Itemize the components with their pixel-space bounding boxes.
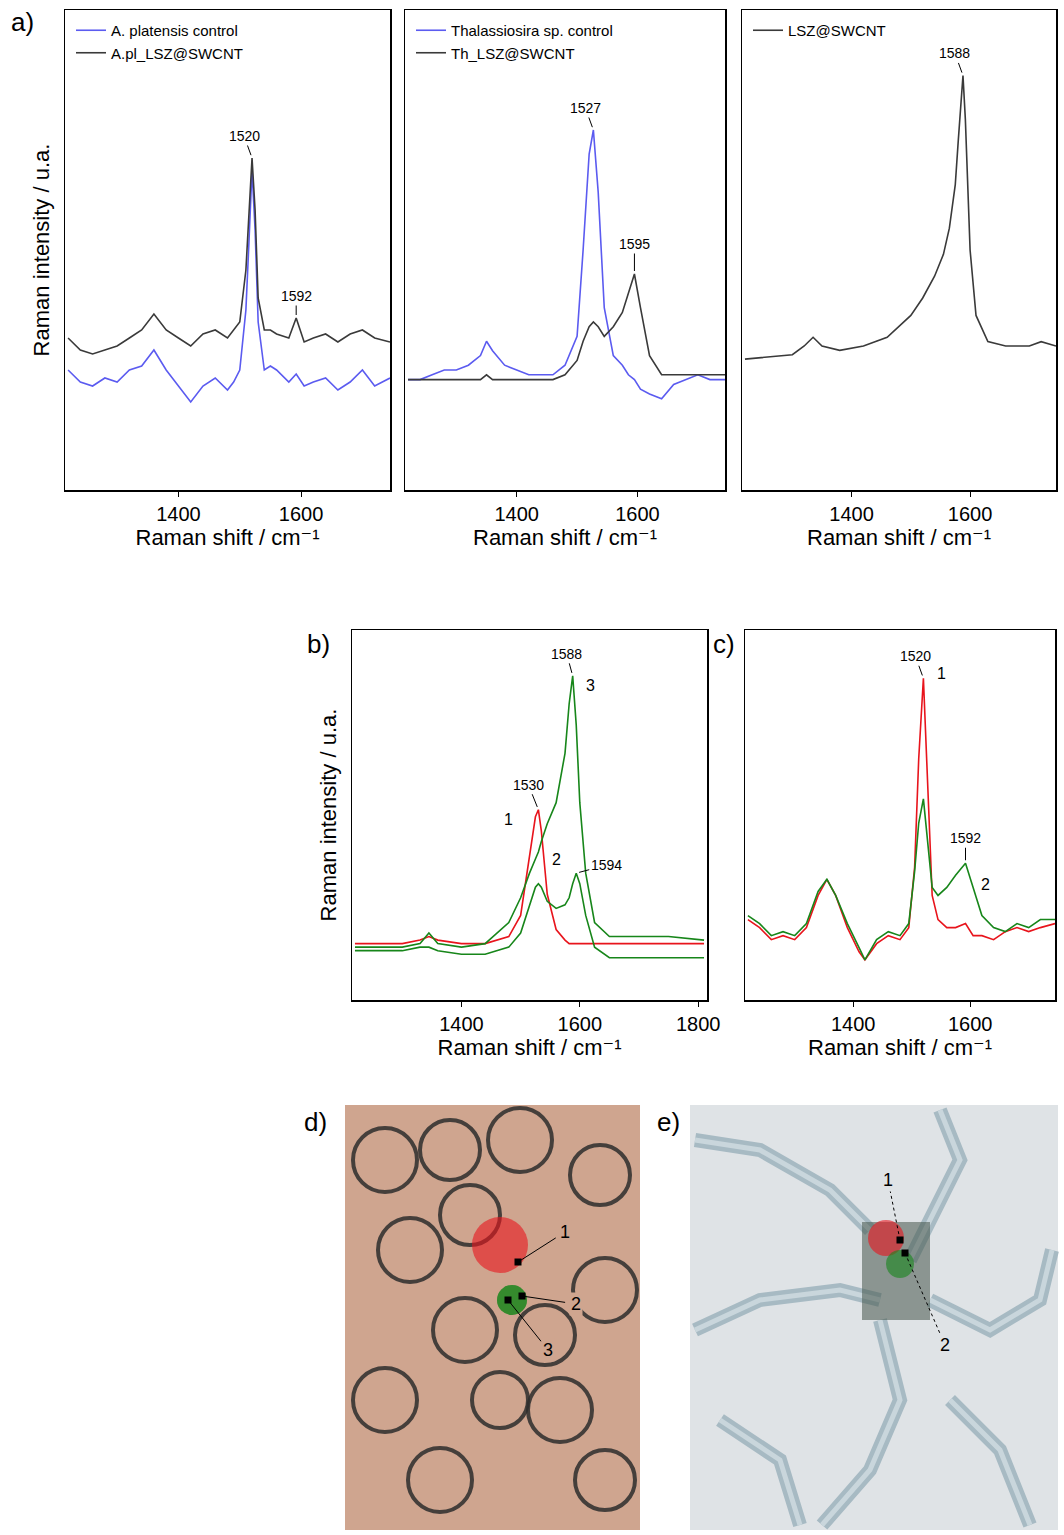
svg-text:Raman shift / cm⁻¹: Raman shift / cm⁻¹	[807, 525, 991, 550]
svg-text:1588: 1588	[939, 45, 970, 61]
svg-text:2: 2	[552, 851, 561, 868]
svg-text:1600: 1600	[558, 1013, 603, 1035]
svg-text:Raman intensity / u.a.: Raman intensity / u.a.	[316, 709, 341, 922]
svg-text:A.pl_LSZ@SWCNT: A.pl_LSZ@SWCNT	[111, 45, 243, 62]
svg-text:Raman shift / cm⁻¹: Raman shift / cm⁻¹	[473, 525, 657, 550]
svg-text:2: 2	[940, 1335, 950, 1355]
svg-text:1600: 1600	[279, 503, 324, 525]
svg-text:Th_LSZ@SWCNT: Th_LSZ@SWCNT	[451, 45, 575, 62]
svg-text:2: 2	[981, 876, 990, 893]
svg-text:1600: 1600	[615, 503, 660, 525]
svg-text:1400: 1400	[494, 503, 539, 525]
svg-text:1600: 1600	[948, 1013, 993, 1035]
svg-text:1400: 1400	[439, 1013, 484, 1035]
svg-text:1530: 1530	[513, 777, 544, 793]
svg-text:1588: 1588	[551, 646, 582, 662]
svg-text:3: 3	[586, 677, 595, 694]
svg-text:1: 1	[504, 811, 513, 828]
svg-text:Thalassiosira sp. control: Thalassiosira sp. control	[451, 22, 613, 39]
svg-text:Raman shift / cm⁻¹: Raman shift / cm⁻¹	[136, 525, 320, 550]
svg-text:3: 3	[543, 1340, 553, 1360]
svg-text:1527: 1527	[570, 100, 601, 116]
svg-text:Raman intensity / u.a.: Raman intensity / u.a.	[29, 144, 54, 357]
svg-text:1520: 1520	[900, 648, 931, 664]
svg-text:1800: 1800	[676, 1013, 721, 1035]
svg-text:1400: 1400	[829, 503, 874, 525]
svg-text:2: 2	[571, 1294, 581, 1314]
svg-text:A. platensis control: A. platensis control	[111, 22, 238, 39]
svg-text:1592: 1592	[281, 288, 312, 304]
svg-text:d): d)	[304, 1107, 327, 1137]
svg-text:1592: 1592	[950, 830, 981, 846]
svg-text:b): b)	[307, 629, 330, 659]
svg-text:Raman shift / cm⁻¹: Raman shift / cm⁻¹	[808, 1035, 992, 1060]
svg-text:1400: 1400	[156, 503, 201, 525]
svg-text:1595: 1595	[619, 236, 650, 252]
svg-text:1: 1	[937, 665, 946, 682]
svg-text:1400: 1400	[831, 1013, 876, 1035]
svg-text:LSZ@SWCNT: LSZ@SWCNT	[788, 22, 886, 39]
svg-text:Raman shift / cm⁻¹: Raman shift / cm⁻¹	[438, 1035, 622, 1060]
svg-text:a): a)	[11, 7, 34, 37]
svg-text:1: 1	[560, 1222, 570, 1242]
svg-text:c): c)	[713, 629, 735, 659]
svg-text:1600: 1600	[948, 503, 993, 525]
svg-text:e): e)	[657, 1107, 680, 1137]
svg-text:1: 1	[883, 1170, 893, 1190]
svg-text:1520: 1520	[229, 128, 260, 144]
svg-text:1594: 1594	[591, 857, 622, 873]
